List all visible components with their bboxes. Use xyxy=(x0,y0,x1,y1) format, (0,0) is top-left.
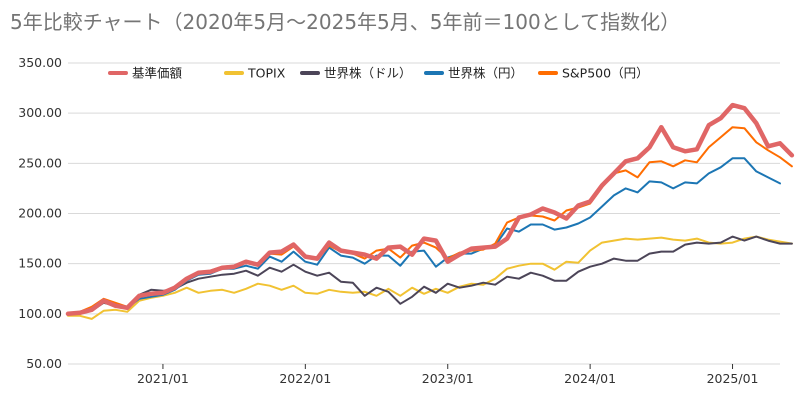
series-lines xyxy=(65,102,795,320)
y-tick-label: 200.00 xyxy=(18,206,62,221)
y-axis-ticks: 50.00 100.00 150.00 200.00 250.00 300.00 350.0… xyxy=(18,55,62,371)
series-line-3 xyxy=(67,157,781,315)
legend-label-3: 世界株（円） xyxy=(448,66,523,81)
x-axis-ticks: 2021/01 2022/01 2023/01 2024/01 2025/01 xyxy=(137,364,759,386)
series-line-1 xyxy=(67,235,793,320)
series-line-2 xyxy=(67,235,793,315)
chart-title: 5年比較チャート（2020年5月～2025年5月、5年前＝100として指数化） xyxy=(10,10,681,34)
legend: 基準価額 TOPIX 世界株（ドル） 世界株（円） S&P500（円） xyxy=(108,66,649,81)
y-tick-label: 50.00 xyxy=(26,356,62,371)
legend-label-2: 世界株（ドル） xyxy=(324,66,412,81)
x-tick-label: 2025/01 xyxy=(707,371,759,386)
series-line-0 xyxy=(65,102,795,317)
x-tick-label: 2023/01 xyxy=(422,371,474,386)
legend-label-4: S&P500（円） xyxy=(562,66,649,81)
x-tick-label: 2022/01 xyxy=(279,371,331,386)
x-tick-label: 2021/01 xyxy=(137,371,189,386)
y-tick-label: 250.00 xyxy=(18,155,62,170)
y-tick-label: 100.00 xyxy=(18,306,62,321)
y-tick-label: 300.00 xyxy=(18,105,62,120)
legend-label-1: TOPIX xyxy=(247,66,286,81)
legend-label-0: 基準価額 xyxy=(132,66,183,81)
x-tick-label: 2024/01 xyxy=(564,371,616,386)
y-tick-label: 350.00 xyxy=(18,55,62,70)
y-tick-label: 150.00 xyxy=(18,256,62,271)
grid-lines xyxy=(68,62,780,365)
